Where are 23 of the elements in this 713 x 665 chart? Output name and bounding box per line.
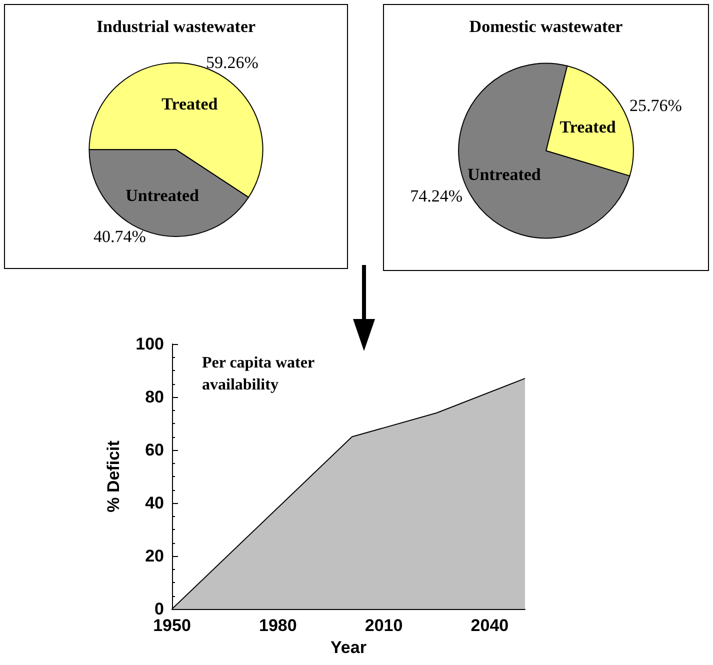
- y-tick-label: 60: [145, 440, 164, 460]
- x-tick-label: 1980: [258, 616, 297, 635]
- y-axis-title: % Deficit: [104, 440, 123, 512]
- data-label: 40.74%: [94, 227, 146, 246]
- x-tick-label: 1950: [153, 616, 191, 635]
- x-tick-label: 2040: [470, 616, 509, 635]
- x-tick-label: 2010: [364, 616, 403, 635]
- slice-label: Untreated: [468, 165, 542, 184]
- y-tick-label: 40: [145, 494, 164, 512]
- data-label: 25.76%: [629, 96, 682, 116]
- y-tick-label: 20: [145, 546, 164, 566]
- chart-title: Industrial wastewater: [96, 17, 256, 36]
- y-tick-label: 80: [145, 388, 164, 406]
- slice-label: Treated: [162, 94, 218, 114]
- y-tick-label: 100: [136, 334, 164, 354]
- x-axis-title: Year: [330, 638, 367, 657]
- slice-label: Treated: [560, 117, 616, 136]
- slice-label: Untreated: [126, 186, 200, 205]
- y-tick-label: 0: [154, 600, 164, 618]
- data-label: 59.26%: [206, 53, 258, 72]
- annotation: Per capita water availability: [202, 354, 318, 394]
- data-label: 74.24%: [410, 186, 463, 206]
- chart-title: Domestic wastewater: [469, 17, 624, 36]
